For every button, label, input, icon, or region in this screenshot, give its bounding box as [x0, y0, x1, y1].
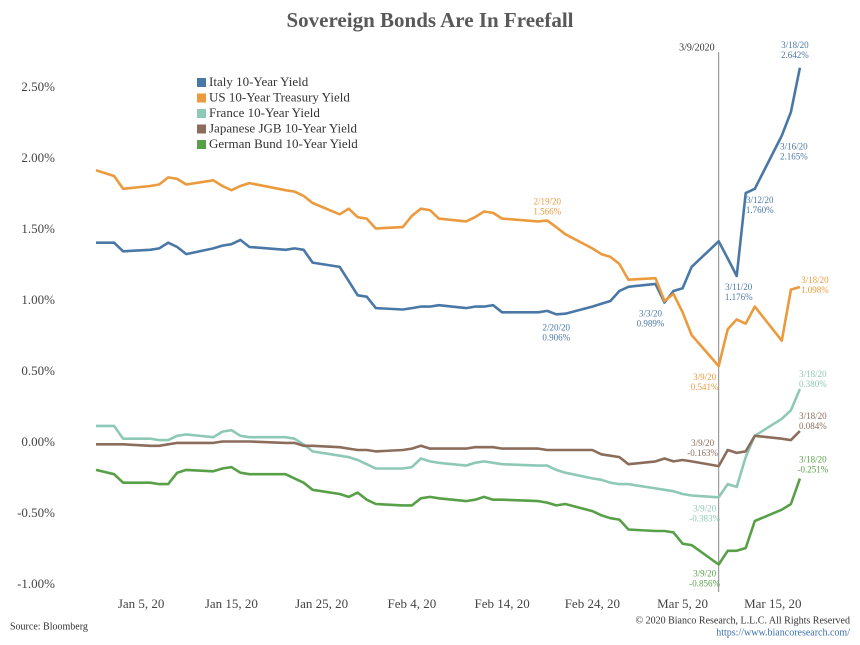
y-tick-label: 1.00%: [21, 292, 55, 307]
legend-label: France 10-Year Yield: [209, 105, 320, 120]
legend-swatch: [197, 93, 206, 103]
annotation-date: 3/9/20: [693, 372, 717, 382]
annotation-value: -0.383%: [689, 513, 720, 523]
x-tick-label: Feb 14, 20: [474, 596, 529, 611]
x-tick-label: Jan 5, 20: [118, 596, 165, 611]
y-tick-label: 0.00%: [21, 434, 55, 449]
source: Source: Bloomberg: [10, 621, 88, 632]
annotation-value: -0.856%: [689, 579, 720, 589]
annotation-value: 0.541%: [691, 382, 719, 392]
legend-label: Japanese JGB 10-Year Yield: [209, 120, 358, 135]
annotation-value: -0.251%: [798, 465, 829, 475]
annotation-value: 2.165%: [780, 152, 808, 162]
annotation-value: 0.084%: [799, 421, 827, 431]
legend-swatch: [197, 109, 206, 118]
legend-label: German Bund 10-Year Yield: [209, 136, 358, 151]
series-line: [95, 465, 802, 566]
y-tick-label: -1.00%: [17, 576, 55, 591]
annotation-value: 0.989%: [637, 319, 665, 329]
annotation-date: 3/3/20: [639, 309, 663, 319]
annotation-date: 3/9/20: [691, 438, 715, 448]
annotation-value: 1.176%: [725, 292, 753, 302]
annotation-date: 3/9/20: [693, 503, 717, 513]
annotation-date: 3/12/20: [746, 195, 774, 205]
copyright: © 2020 Bianco Research, L.L.C. All Right…: [635, 615, 850, 626]
legend-label: Italy 10-Year Yield: [209, 74, 309, 89]
annotation-date: 3/9/20: [693, 569, 717, 579]
legend-label: US 10-Year Treasury Yield: [209, 89, 350, 104]
annotation-value: 1.566%: [533, 207, 561, 217]
annotation-date: 3/18/20: [799, 455, 827, 465]
x-tick-label: Feb 24, 20: [565, 596, 620, 611]
annotation-date: 3/18/20: [781, 40, 809, 50]
series-line: [96, 388, 802, 499]
url: https://www.biancoresearch.com/: [716, 627, 850, 638]
annotation-date: 3/18/20: [799, 411, 827, 421]
annotation-value: 0.906%: [542, 332, 570, 342]
annotation-date: 2/19/20: [533, 197, 561, 207]
series-line: [96, 430, 801, 468]
annotation-date: 3/11/20: [725, 282, 753, 292]
annotation-date: 2/20/20: [542, 322, 570, 332]
annotation-date: 3/18/20: [801, 275, 829, 285]
series-line: [96, 67, 802, 316]
annotation-value: 1.098%: [801, 285, 829, 295]
y-tick-label: 2.00%: [21, 150, 55, 165]
legend-swatch: [197, 124, 206, 134]
x-tick-label: Feb 4, 20: [387, 596, 436, 611]
annotation-value: 0.380%: [799, 379, 827, 389]
annotation-value: -0.163%: [687, 448, 718, 458]
y-tick-label: 0.50%: [21, 363, 55, 378]
x-tick-label: Jan 15, 20: [205, 596, 258, 611]
x-tick-label: Mar 15, 20: [744, 596, 801, 611]
x-tick-label: Mar 5, 20: [657, 596, 708, 611]
annotation-value: 2.642%: [781, 50, 809, 60]
legend-swatch: [197, 78, 206, 87]
y-tick-label: 1.50%: [21, 221, 55, 236]
chart-title: Sovereign Bonds Are In Freefall: [286, 8, 573, 32]
annotation-date: 3/18/20: [799, 369, 827, 379]
annotation-value: 1.760%: [746, 205, 774, 215]
y-tick-label: 2.50%: [21, 79, 55, 94]
x-tick-label: Jan 25, 20: [295, 596, 348, 611]
y-tick-label: -0.50%: [17, 505, 55, 520]
vertical-marker-label: 3/9/2020: [679, 42, 715, 53]
series-line: [95, 169, 801, 368]
legend-swatch: [197, 140, 206, 149]
annotation-date: 3/16/20: [780, 142, 808, 152]
